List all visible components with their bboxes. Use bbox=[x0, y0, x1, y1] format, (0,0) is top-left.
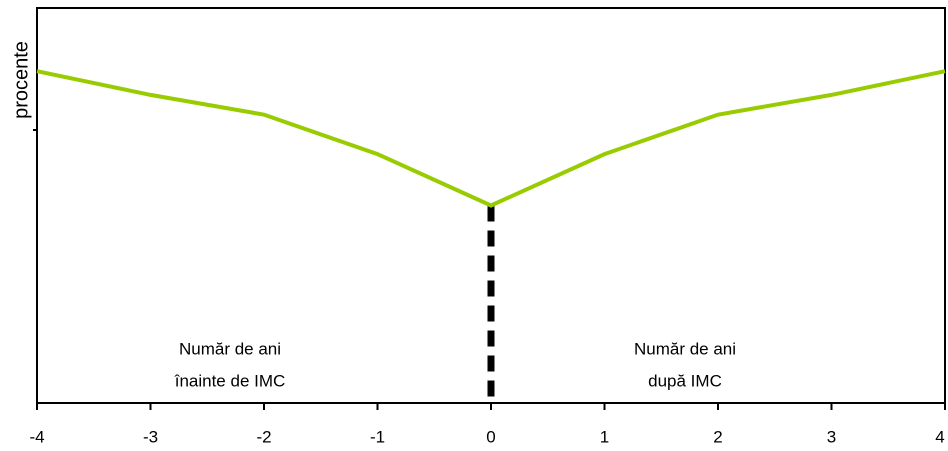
y-axis-label: procente bbox=[10, 41, 32, 119]
annotation: după IMC bbox=[648, 371, 722, 390]
x-tick-label: -4 bbox=[29, 427, 44, 446]
data-line bbox=[36, 69, 946, 208]
x-tick-label: 0 bbox=[486, 427, 495, 446]
x-tick-label: -2 bbox=[256, 427, 271, 446]
annotation: Număr de ani bbox=[179, 339, 281, 358]
x-tick-label: 1 bbox=[600, 427, 609, 446]
x-tick-label: -1 bbox=[370, 427, 385, 446]
annotation: Număr de ani bbox=[634, 339, 736, 358]
x-tick-label: -3 bbox=[143, 427, 158, 446]
annotation: înainte de IMC bbox=[174, 371, 286, 390]
x-tick-label: 4 bbox=[935, 427, 944, 446]
x-tick-label: 2 bbox=[713, 427, 722, 446]
x-tick-label: 3 bbox=[827, 427, 836, 446]
